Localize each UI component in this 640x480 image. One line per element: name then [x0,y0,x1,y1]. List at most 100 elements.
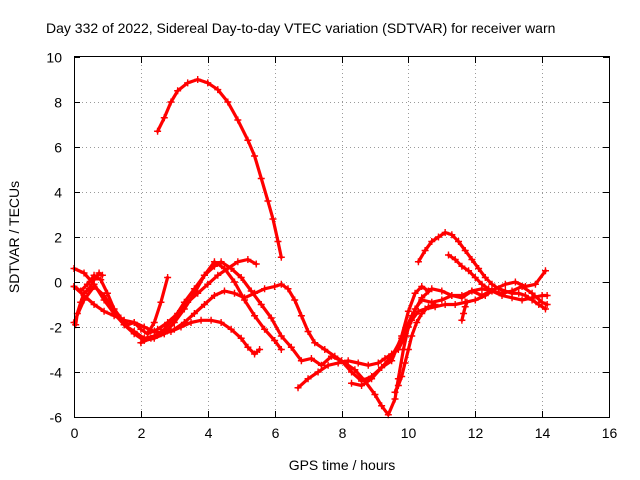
data-point-marker [418,294,426,302]
y-tick-label: 8 [54,95,62,111]
data-point-marker [307,355,315,362]
data-point-marker [257,175,265,182]
data-point-marker [438,296,446,304]
data-point-marker [256,346,264,353]
data-point-marker [531,280,539,288]
series-track-11 [72,269,106,329]
series-track-14 [458,298,471,324]
data-point-marker [214,271,222,279]
data-point-marker [391,395,399,403]
data-point-marker [284,285,292,293]
data-point-marker [543,292,551,299]
data-point-marker [90,276,98,284]
series-line [72,260,283,352]
data-point-marker [304,328,312,335]
data-point-marker [481,274,489,281]
data-point-marker [460,310,468,317]
data-point-marker [511,278,519,286]
data-point-marker [451,256,459,263]
data-point-marker [368,375,376,383]
data-point-marker [227,325,235,333]
data-point-marker [267,314,275,322]
data-point-marker [518,283,526,290]
data-point-marker [269,215,277,223]
data-point-marker [237,274,245,281]
data-point-marker [515,289,523,297]
data-point-marker [144,330,152,338]
data-point-marker [150,319,158,326]
data-point-marker [401,359,409,367]
data-point-marker [451,301,459,308]
data-point-marker [418,283,426,290]
data-point-marker [411,289,419,297]
data-point-marker [441,229,449,236]
data-point-marker [448,292,456,299]
data-point-marker [251,350,259,358]
data-point-marker [498,289,506,297]
data-point-marker [311,339,319,347]
data-point-marker [528,289,536,297]
y-axis-label: SDTVAR / TECUs [6,181,22,293]
series-track-7 [144,256,260,338]
data-point-marker [200,301,208,308]
data-point-marker [100,296,108,304]
x-tick-label: 4 [205,425,213,441]
data-point-marker [177,323,185,331]
data-point-marker [217,319,225,326]
data-point-marker [418,310,426,317]
data-point-marker [204,280,212,288]
data-point-marker [465,267,473,275]
data-point-marker [438,287,446,295]
plot-area [70,76,551,419]
data-point-marker [164,319,172,326]
data-point-marker [214,86,222,94]
data-point-marker [184,79,192,87]
chart-title: Day 332 of 2022, Sidereal Day-to-day VTE… [46,20,555,36]
y-tick-label: 0 [54,275,62,291]
data-point-marker [147,334,155,342]
data-point-marker [394,382,402,389]
data-point-marker [120,316,128,324]
data-point-marker [413,319,421,326]
series-line [393,302,437,394]
data-point-marker [434,233,442,241]
data-point-marker [471,296,479,304]
data-point-marker [274,238,282,245]
data-point-marker [543,301,551,308]
data-point-marker [231,289,238,297]
data-point-marker [354,359,362,367]
data-point-marker [234,258,242,266]
data-point-marker [304,375,312,383]
data-point-marker [334,359,342,367]
data-point-marker [378,402,386,410]
data-point-marker [431,301,439,308]
data-point-marker [90,301,98,308]
data-point-marker [241,294,249,302]
data-point-marker [541,267,549,275]
data-point-marker [408,312,416,320]
data-point-marker [501,280,509,288]
data-point-marker [297,312,305,320]
data-point-marker [194,76,202,83]
data-point-marker [167,98,175,106]
data-point-marker [538,298,546,306]
data-point-marker [184,298,192,306]
data-point-marker [77,298,85,306]
x-tick-label: 8 [339,425,347,441]
y-tick-label: -4 [50,365,63,381]
data-point-marker [261,325,269,333]
x-axis: 0 2 4 6 8 10 12 14 16 [71,57,617,441]
data-point-marker [174,87,182,95]
data-point-marker [348,379,356,387]
x-tick-label: 14 [535,425,551,441]
y-axis: -6 -4 -2 0 2 4 6 8 10 [46,50,609,426]
data-point-marker [85,285,93,293]
x-tick-label: 10 [401,425,417,441]
data-point-marker [291,296,299,304]
data-point-marker [421,247,429,254]
series-line [460,300,469,322]
data-point-marker [157,298,165,306]
data-point-marker [277,280,285,288]
data-point-marker [364,361,372,369]
